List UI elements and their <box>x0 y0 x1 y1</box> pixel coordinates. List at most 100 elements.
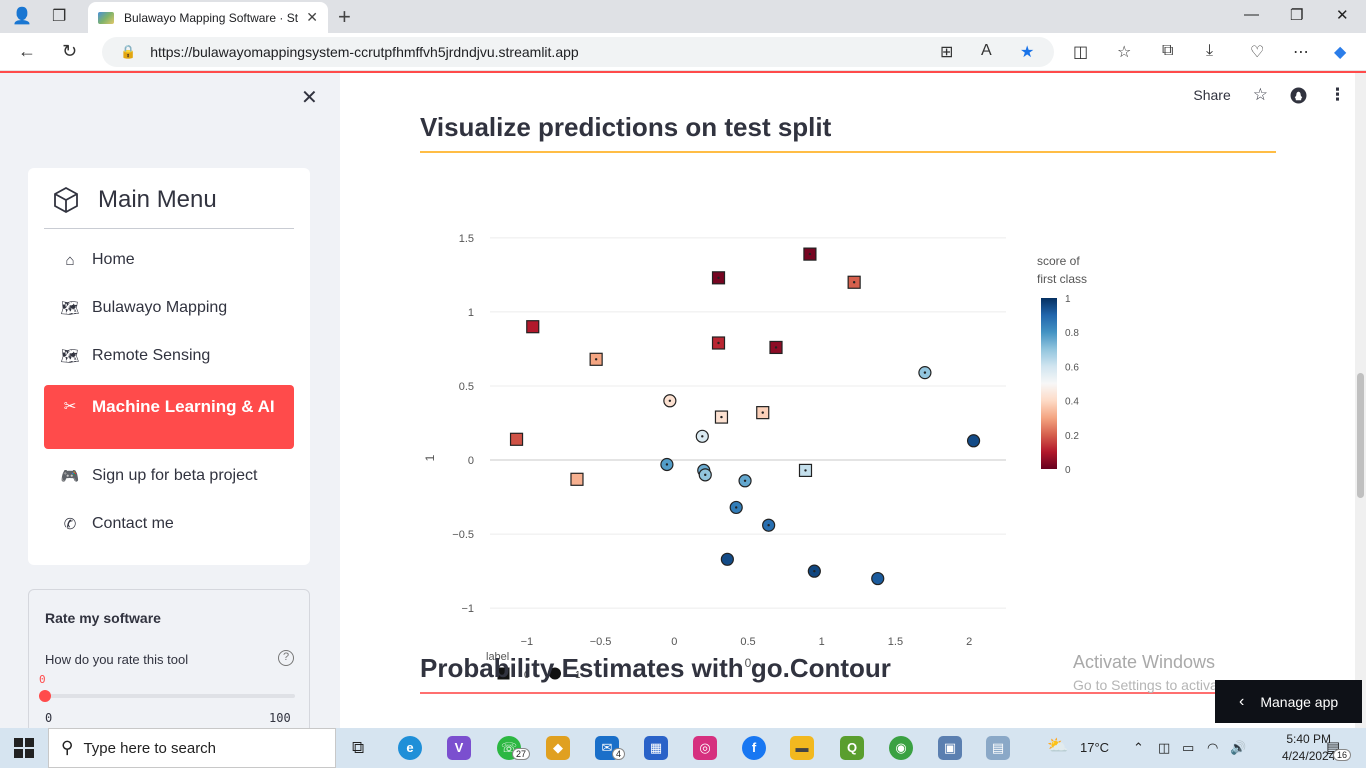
mapping-app-icon[interactable]: ▣ <box>938 736 962 760</box>
profile-icon[interactable]: 👤 <box>12 8 32 25</box>
y-tick-label: 1 <box>468 307 474 319</box>
restore-icon[interactable]: ❐ <box>1290 7 1304 24</box>
edge-icon[interactable]: e <box>398 736 422 760</box>
new-tab-icon[interactable]: + <box>338 4 351 29</box>
x-tick-label: 2 <box>966 636 972 648</box>
performance-icon[interactable]: ♡ <box>1250 44 1265 61</box>
share-button[interactable]: Share <box>1193 87 1231 103</box>
close-window-icon[interactable]: ✕ <box>1336 7 1349 24</box>
y-tick-label: 0.5 <box>459 381 474 393</box>
facebook-icon[interactable]: f <box>742 736 766 760</box>
taskbar: ⚲ Type here to search ⧉ e V ☏ 27 ◆ ✉ 4 ▦… <box>0 728 1366 768</box>
sidebar-item-remote-sensing[interactable]: 🗺 Remote Sensing <box>44 334 294 378</box>
page-scrollbar[interactable] <box>1355 73 1366 728</box>
sidebar-item-contact[interactable]: ✆ Contact me <box>44 502 294 546</box>
system-clock[interactable]: 5:40 PM 4/24/2024 <box>1282 731 1335 765</box>
notification-badge: 16 <box>1333 749 1352 761</box>
clock-date: 4/24/2024 <box>1282 749 1336 763</box>
browser-tab[interactable]: Bulawayo Mapping Software · St ✕ <box>88 2 328 33</box>
scrollbar-thumb[interactable] <box>1357 373 1364 498</box>
sidebar-item-label: Remote Sensing <box>92 347 211 364</box>
close-tab-icon[interactable]: ✕ <box>306 9 318 25</box>
y-tick-label: 0 <box>468 455 474 467</box>
data-point-square <box>509 432 524 446</box>
data-point-marker <box>923 371 927 374</box>
sidebar-item-sign-up[interactable]: 🎮 Sign up for beta project <box>44 454 294 498</box>
more-options-icon[interactable]: ⋯ <box>1293 44 1309 61</box>
sidebar-item-label: Sign up for beta project <box>92 467 258 484</box>
chart-legend: label 0 1 <box>486 651 581 681</box>
x-tick-label: −1 <box>521 636 534 648</box>
prediction-scatter-chart[interactable]: −1 −0.5 0 0.5 1 1.5 1 −1 −0.5 0 0.5 1 1.5 2 0 label 0 1… <box>420 223 1180 683</box>
photos-icon[interactable]: ▤ <box>986 736 1010 760</box>
slider-track[interactable] <box>45 694 295 698</box>
colorbar-tick-label: 0.4 <box>1065 397 1079 408</box>
section-divider <box>420 151 1276 153</box>
data-point-marker <box>813 569 816 573</box>
battery-icon[interactable]: ▭ <box>1182 740 1195 755</box>
y-axis-ticks: −1 −0.5 0 0.5 1 1.5 1 <box>423 233 474 615</box>
minimize-icon[interactable]: — <box>1244 6 1259 23</box>
sidebar-item-home[interactable]: ⌂ Home <box>44 238 294 282</box>
slider-min: 0 <box>45 711 53 725</box>
menu-divider <box>44 228 294 229</box>
help-icon[interactable]: ? <box>278 650 294 666</box>
sidebar-item-bulawayo-mapping[interactable]: 🗺 Bulawayo Mapping <box>44 286 294 330</box>
favorite-star-icon[interactable]: ★ <box>1020 44 1035 61</box>
windows-start-icon[interactable] <box>14 738 34 758</box>
refresh-icon[interactable]: ↻ <box>62 41 78 61</box>
activate-windows-title: Activate Windows <box>1073 652 1216 672</box>
manage-app-button[interactable]: ‹ Manage app <box>1215 680 1362 723</box>
chevron-up-icon[interactable]: ⌃ <box>1133 740 1144 755</box>
copilot-icon[interactable]: ◆ <box>1334 44 1347 61</box>
data-point-square <box>526 320 540 334</box>
colorbar-title: first class <box>1037 272 1087 286</box>
task-view-icon[interactable]: ⧉ <box>352 738 365 757</box>
slider-max: 100 <box>269 711 291 725</box>
colorbar-tick-label: 0 <box>1065 465 1071 476</box>
legend-label: 1 <box>575 670 581 681</box>
paint-icon[interactable]: ◆ <box>546 736 570 760</box>
tab-actions-icon[interactable]: ❐ <box>52 8 67 25</box>
app-green-icon[interactable]: ◉ <box>889 736 913 760</box>
data-point-marker <box>717 341 720 345</box>
main-content: Share ☆ ⋮ Visualize predictions on test … <box>340 73 1356 728</box>
file-explorer-icon[interactable]: ▬ <box>790 736 814 760</box>
qgis-icon[interactable]: Q <box>840 736 864 760</box>
kebab-menu-icon[interactable]: ⋮ <box>1329 85 1346 104</box>
github-icon[interactable] <box>1290 87 1307 104</box>
main-menu-card: Main Menu ⌂ Home 🗺 Bulawayo Mapping 🗺 Re… <box>28 168 310 565</box>
app-available-icon[interactable]: ⊞ <box>940 44 954 61</box>
read-aloud-icon[interactable]: A <box>981 42 992 59</box>
split-screen-icon[interactable]: ◫ <box>1073 44 1089 61</box>
url-field[interactable]: 🔒 https://bulawayomappingsystem-ccrutpfh… <box>102 37 1054 67</box>
downloads-icon[interactable]: ⤓ <box>1206 42 1214 59</box>
sidebar-item-machine-learning[interactable]: ✂ Machine Learning & AI <box>44 385 294 449</box>
y-tick-label: −1 <box>461 603 474 615</box>
store-icon[interactable]: ▦ <box>644 736 668 760</box>
taskbar-search[interactable]: ⚲ Type here to search <box>48 728 336 768</box>
volume-icon[interactable]: 🔊 <box>1230 740 1247 755</box>
data-points <box>509 247 981 586</box>
map-icon: 🗺 <box>60 300 80 317</box>
sidebar: ✕ Main Menu ⌂ Home 🗺 Bulawayo Mapping 🗺 … <box>0 73 340 728</box>
favorites-icon[interactable]: ☆ <box>1117 44 1132 61</box>
wifi-icon[interactable]: ◠ <box>1207 740 1219 755</box>
weather-icon[interactable]: ⛅ <box>1047 736 1069 755</box>
weather-temp[interactable]: 17°C <box>1080 740 1110 755</box>
colorbar-tick-label: 0.8 <box>1065 328 1079 339</box>
meet-icon[interactable]: ◫ <box>1158 740 1171 755</box>
slider-thumb[interactable] <box>39 690 51 702</box>
close-sidebar-icon[interactable]: ✕ <box>301 87 318 109</box>
instagram-icon[interactable]: ◎ <box>693 736 717 760</box>
data-point-marker <box>720 415 723 419</box>
x-axis-ticks: −1 −0.5 0 0.5 1 1.5 2 0 <box>521 636 973 670</box>
back-icon[interactable]: ← <box>18 41 36 61</box>
star-icon[interactable]: ☆ <box>1252 85 1268 104</box>
collections-icon[interactable]: ⧉ <box>1162 42 1174 59</box>
data-point-marker <box>735 506 738 509</box>
legend-circle-marker <box>549 667 561 680</box>
visual-studio-icon[interactable]: V <box>447 736 471 760</box>
whatsapp-badge: 27 <box>512 748 531 760</box>
data-point-marker <box>808 252 812 256</box>
